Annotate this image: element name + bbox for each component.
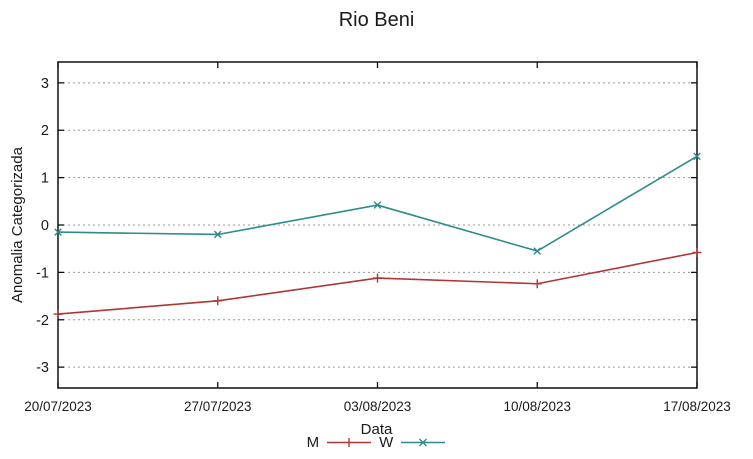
svg-text:1: 1: [41, 171, 49, 187]
chart-legend: M W: [0, 434, 753, 451]
legend-w-line-sample: [401, 438, 446, 447]
svg-text:2: 2: [41, 123, 49, 139]
svg-text:03/08/2023: 03/08/2023: [344, 399, 412, 414]
chart-title: Rio Beni: [338, 9, 415, 31]
svg-text:-2: -2: [36, 313, 49, 329]
legend-m-line-sample: [327, 438, 372, 447]
svg-text:-3: -3: [36, 360, 49, 376]
svg-text:-1: -1: [36, 265, 49, 281]
svg-text:3: 3: [41, 76, 49, 92]
x-axis-label: Data: [360, 421, 393, 438]
legend-label-m: M: [306, 434, 320, 451]
svg-text:0: 0: [41, 218, 49, 234]
y-axis-label: Anomalia Categorizada: [9, 147, 26, 303]
svg-text:10/08/2023: 10/08/2023: [503, 399, 571, 414]
svg-text:17/08/2023: 17/08/2023: [663, 399, 731, 414]
svg-text:20/07/2023: 20/07/2023: [24, 399, 92, 414]
legend-label-w: W: [379, 434, 394, 451]
svg-text:27/07/2023: 27/07/2023: [184, 399, 252, 414]
